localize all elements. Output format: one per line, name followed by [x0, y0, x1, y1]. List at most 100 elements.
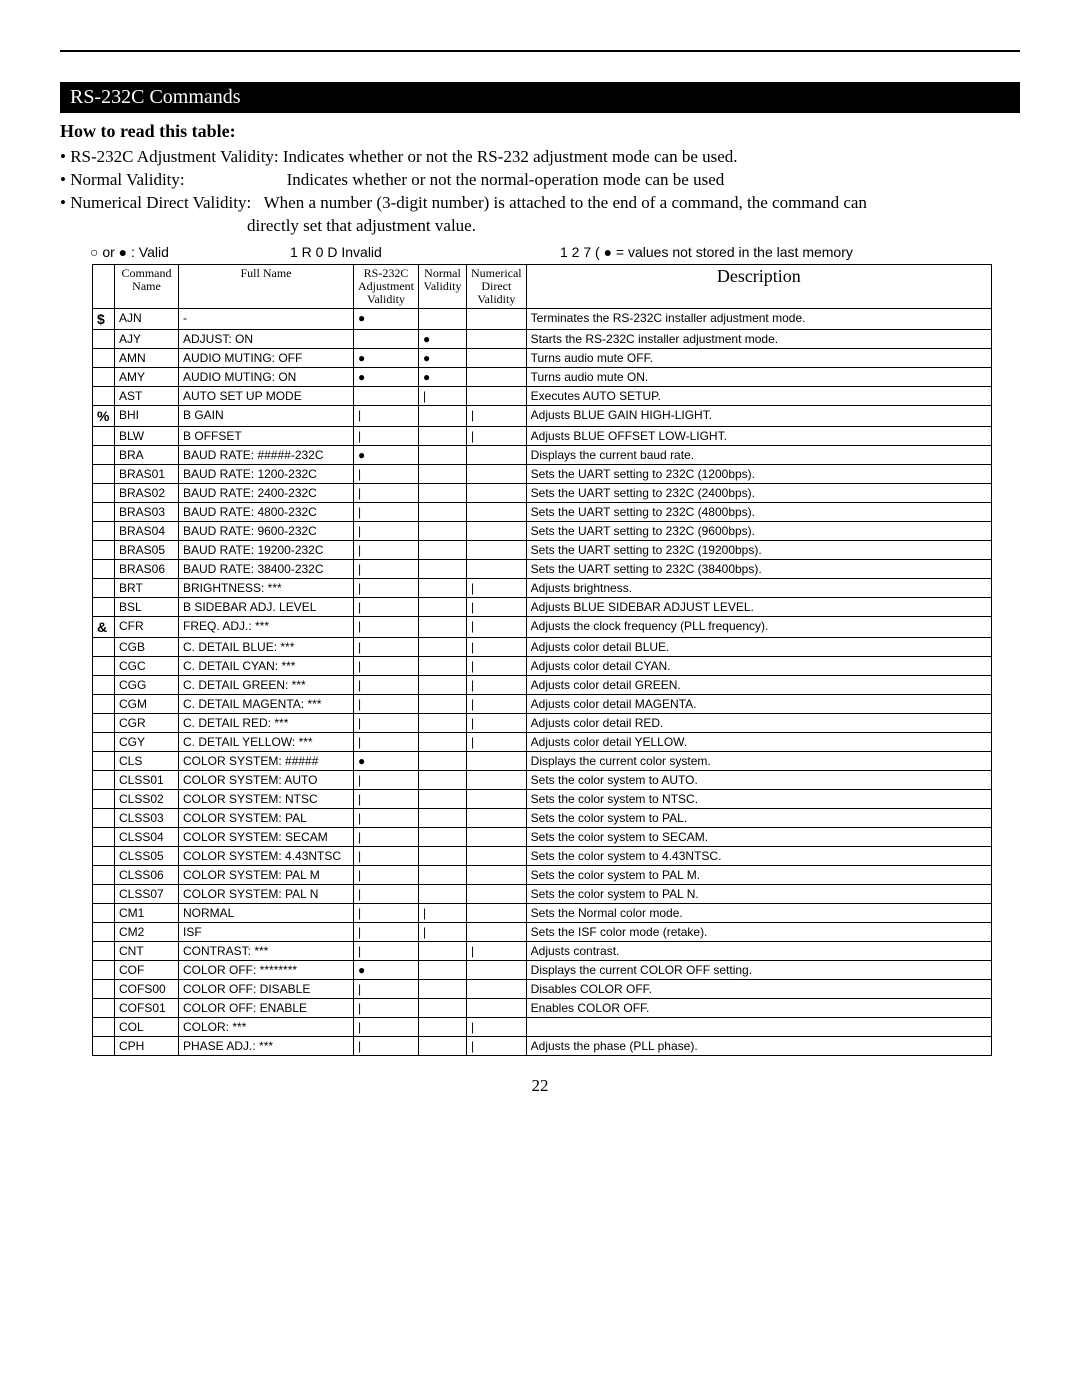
cell-letter [93, 503, 115, 522]
cell-full: COLOR OFF: DISABLE [179, 980, 354, 999]
cell-v1: | [354, 560, 419, 579]
subtitle: How to read this table: [60, 121, 1020, 142]
cell-desc: Adjusts BLUE SIDEBAR ADJUST LEVEL. [526, 598, 991, 617]
cell-cmd: CFR [115, 617, 179, 638]
table-row: BLWB OFFSET||Adjusts BLUE OFFSET LOW-LIG… [93, 427, 992, 446]
cell-desc: Sets the UART setting to 232C (4800bps). [526, 503, 991, 522]
cell-desc: Sets the color system to PAL. [526, 809, 991, 828]
table-row: CLSS02COLOR SYSTEM: NTSC|Sets the color … [93, 790, 992, 809]
table-row: BRAS02BAUD RATE: 2400-232C|Sets the UART… [93, 484, 992, 503]
cell-full: COLOR SYSTEM: AUTO [179, 771, 354, 790]
cell-v1: | [354, 828, 419, 847]
intro-list: • RS-232C Adjustment Validity: Indicates… [60, 146, 1020, 238]
cell-full: PHASE ADJ.: *** [179, 1037, 354, 1056]
cell-letter [93, 465, 115, 484]
cell-v3 [467, 885, 527, 904]
table-row: %BHIB GAIN||Adjusts BLUE GAIN HIGH-LIGHT… [93, 406, 992, 427]
cell-desc: Adjusts color detail MAGENTA. [526, 695, 991, 714]
intro-row: • Numerical Direct Validity: When a numb… [60, 192, 1020, 215]
cell-v3: | [467, 638, 527, 657]
cell-desc: Sets the UART setting to 232C (9600bps). [526, 522, 991, 541]
cell-v1: | [354, 847, 419, 866]
cell-letter: & [93, 617, 115, 638]
cell-full: ISF [179, 923, 354, 942]
cell-v2 [419, 484, 467, 503]
cell-full: CONTRAST: *** [179, 942, 354, 961]
cell-letter [93, 999, 115, 1018]
cell-v2 [419, 885, 467, 904]
cell-v1: | [354, 733, 419, 752]
cell-v1: | [354, 942, 419, 961]
cell-full: COLOR: *** [179, 1018, 354, 1037]
table-row: BRTBRIGHTNESS: ***||Adjusts brightness. [93, 579, 992, 598]
cell-full: C. DETAIL MAGENTA: *** [179, 695, 354, 714]
cell-full: ADJUST: ON [179, 330, 354, 349]
table-row: AJYADJUST: ON●Starts the RS-232C install… [93, 330, 992, 349]
cell-v2 [419, 465, 467, 484]
cell-cmd: BHI [115, 406, 179, 427]
col-v3-head: Numerical Direct Validity [467, 264, 527, 309]
cell-full: AUDIO MUTING: OFF [179, 349, 354, 368]
cell-letter [93, 904, 115, 923]
intro-label: • RS-232C Adjustment Validity: [60, 146, 279, 169]
cell-desc: Sets the color system to 4.43NTSC. [526, 847, 991, 866]
cell-full: AUTO SET UP MODE [179, 387, 354, 406]
cell-v2 [419, 541, 467, 560]
cell-v1: | [354, 503, 419, 522]
cell-full: COLOR SYSTEM: ##### [179, 752, 354, 771]
cell-cmd: CGG [115, 676, 179, 695]
cell-cmd: AMN [115, 349, 179, 368]
cell-full: COLOR OFF: ENABLE [179, 999, 354, 1018]
table-row: BRAS05BAUD RATE: 19200-232C|Sets the UAR… [93, 541, 992, 560]
cell-full: C. DETAIL BLUE: *** [179, 638, 354, 657]
cell-v2 [419, 657, 467, 676]
cell-v2 [419, 942, 467, 961]
cell-v2 [419, 714, 467, 733]
cell-v1: | [354, 598, 419, 617]
table-row: CLSS06COLOR SYSTEM: PAL M|Sets the color… [93, 866, 992, 885]
table-row: $AJN-●Terminates the RS-232C installer a… [93, 309, 992, 330]
table-row: AMNAUDIO MUTING: OFF●●Turns audio mute O… [93, 349, 992, 368]
cell-v1: | [354, 904, 419, 923]
table-row: CLSS07COLOR SYSTEM: PAL N|Sets the color… [93, 885, 992, 904]
cell-v3 [467, 961, 527, 980]
cell-full: FREQ. ADJ.: *** [179, 617, 354, 638]
cell-v1: | [354, 885, 419, 904]
cell-v2 [419, 828, 467, 847]
cell-v1: | [354, 866, 419, 885]
cell-letter [93, 446, 115, 465]
cell-v3: | [467, 942, 527, 961]
cell-full: C. DETAIL GREEN: *** [179, 676, 354, 695]
cell-full: BAUD RATE: 2400-232C [179, 484, 354, 503]
cell-v2 [419, 617, 467, 638]
table-row: CGRC. DETAIL RED: ***||Adjusts color det… [93, 714, 992, 733]
cell-v3 [467, 866, 527, 885]
cell-v3: | [467, 1018, 527, 1037]
cell-letter: $ [93, 309, 115, 330]
cell-v2 [419, 522, 467, 541]
cell-v1: | [354, 579, 419, 598]
cell-v3 [467, 771, 527, 790]
cell-v2: | [419, 923, 467, 942]
cell-full: C. DETAIL YELLOW: *** [179, 733, 354, 752]
cell-v1: | [354, 676, 419, 695]
cell-desc: Adjusts the clock frequency (PLL frequen… [526, 617, 991, 638]
cell-letter [93, 942, 115, 961]
cell-desc: Starts the RS-232C installer adjustment … [526, 330, 991, 349]
cell-letter [93, 733, 115, 752]
section-header: RS-232C Commands [60, 82, 1020, 113]
cell-letter [93, 657, 115, 676]
cell-cmd: CNT [115, 942, 179, 961]
cell-cmd: CLSS07 [115, 885, 179, 904]
cell-letter [93, 541, 115, 560]
cell-letter [93, 522, 115, 541]
cell-desc: Adjusts color detail CYAN. [526, 657, 991, 676]
cell-desc: Displays the current color system. [526, 752, 991, 771]
cell-desc: Sets the Normal color mode. [526, 904, 991, 923]
table-header-row: Command Name Full Name RS-232C Adjustmen… [93, 264, 992, 309]
cell-v1: | [354, 790, 419, 809]
cell-full: B GAIN [179, 406, 354, 427]
cell-cmd: BRAS03 [115, 503, 179, 522]
cell-v1: ● [354, 309, 419, 330]
cell-full: COLOR SYSTEM: 4.43NTSC [179, 847, 354, 866]
